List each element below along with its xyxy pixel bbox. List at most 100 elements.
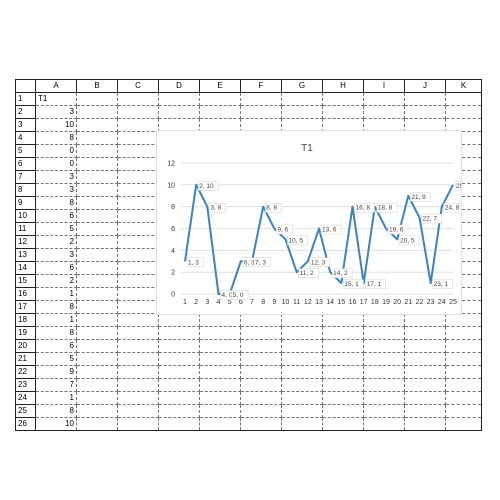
cell-a7[interactable]: 3 <box>36 171 77 184</box>
cell-k21[interactable] <box>446 353 482 366</box>
cell-b9[interactable] <box>77 197 118 210</box>
row-header-13[interactable]: 13 <box>16 249 36 262</box>
cell-k19[interactable] <box>446 327 482 340</box>
cell-d19[interactable] <box>159 327 200 340</box>
cell-c18[interactable] <box>118 314 159 327</box>
cell-k26[interactable] <box>446 418 482 431</box>
cell-a9[interactable]: 8 <box>36 197 77 210</box>
row-header-17[interactable]: 17 <box>16 301 36 314</box>
cell-g25[interactable] <box>282 405 323 418</box>
cell-b19[interactable] <box>77 327 118 340</box>
cell-b10[interactable] <box>77 210 118 223</box>
cell-a25[interactable]: 8 <box>36 405 77 418</box>
cell-a26[interactable]: 10 <box>36 418 77 431</box>
cell-j20[interactable] <box>405 340 446 353</box>
cell-b21[interactable] <box>77 353 118 366</box>
cell-f23[interactable] <box>241 379 282 392</box>
cell-h2[interactable] <box>323 106 364 119</box>
cell-g22[interactable] <box>282 366 323 379</box>
cell-e24[interactable] <box>200 392 241 405</box>
cell-b12[interactable] <box>77 236 118 249</box>
row-header-14[interactable]: 14 <box>16 262 36 275</box>
cell-k23[interactable] <box>446 379 482 392</box>
cell-d18[interactable] <box>159 314 200 327</box>
cell-a18[interactable]: 1 <box>36 314 77 327</box>
cell-c7[interactable] <box>118 171 159 184</box>
cell-b14[interactable] <box>77 262 118 275</box>
cell-c2[interactable] <box>118 106 159 119</box>
cell-j22[interactable] <box>405 366 446 379</box>
column-header-c[interactable]: C <box>118 80 159 93</box>
cell-i26[interactable] <box>364 418 405 431</box>
cell-i22[interactable] <box>364 366 405 379</box>
cell-b1[interactable] <box>77 93 118 106</box>
cell-f22[interactable] <box>241 366 282 379</box>
cell-j18[interactable] <box>405 314 446 327</box>
row-header-12[interactable]: 12 <box>16 236 36 249</box>
cell-f25[interactable] <box>241 405 282 418</box>
cell-b6[interactable] <box>77 158 118 171</box>
cell-a13[interactable]: 3 <box>36 249 77 262</box>
cell-a19[interactable]: 8 <box>36 327 77 340</box>
cell-b16[interactable] <box>77 288 118 301</box>
cell-d22[interactable] <box>159 366 200 379</box>
row-header-24[interactable]: 24 <box>16 392 36 405</box>
cell-d21[interactable] <box>159 353 200 366</box>
cell-a6[interactable]: 0 <box>36 158 77 171</box>
cell-j24[interactable] <box>405 392 446 405</box>
cell-c19[interactable] <box>118 327 159 340</box>
cell-b7[interactable] <box>77 171 118 184</box>
cell-f19[interactable] <box>241 327 282 340</box>
cell-j25[interactable] <box>405 405 446 418</box>
cell-a2[interactable]: 3 <box>36 106 77 119</box>
row-header-4[interactable]: 4 <box>16 132 36 145</box>
cell-g23[interactable] <box>282 379 323 392</box>
cell-c24[interactable] <box>118 392 159 405</box>
cell-a23[interactable]: 7 <box>36 379 77 392</box>
cell-i23[interactable] <box>364 379 405 392</box>
cell-b2[interactable] <box>77 106 118 119</box>
select-all-corner[interactable] <box>16 80 36 93</box>
row-header-26[interactable]: 26 <box>16 418 36 431</box>
cell-g19[interactable] <box>282 327 323 340</box>
cell-e19[interactable] <box>200 327 241 340</box>
column-header-h[interactable]: H <box>323 80 364 93</box>
cell-f21[interactable] <box>241 353 282 366</box>
column-header-i[interactable]: I <box>364 80 405 93</box>
cell-k25[interactable] <box>446 405 482 418</box>
cell-k22[interactable] <box>446 366 482 379</box>
row-header-20[interactable]: 20 <box>16 340 36 353</box>
cell-k24[interactable] <box>446 392 482 405</box>
cell-i25[interactable] <box>364 405 405 418</box>
cell-j2[interactable] <box>405 106 446 119</box>
cell-e21[interactable] <box>200 353 241 366</box>
cell-c8[interactable] <box>118 184 159 197</box>
cell-c17[interactable] <box>118 301 159 314</box>
cell-d26[interactable] <box>159 418 200 431</box>
cell-b4[interactable] <box>77 132 118 145</box>
cell-f18[interactable] <box>241 314 282 327</box>
cell-b22[interactable] <box>77 366 118 379</box>
cell-e22[interactable] <box>200 366 241 379</box>
cell-e20[interactable] <box>200 340 241 353</box>
cell-g2[interactable] <box>282 106 323 119</box>
cell-h21[interactable] <box>323 353 364 366</box>
cell-k20[interactable] <box>446 340 482 353</box>
cell-c10[interactable] <box>118 210 159 223</box>
cell-b20[interactable] <box>77 340 118 353</box>
cell-h23[interactable] <box>323 379 364 392</box>
cell-k18[interactable] <box>446 314 482 327</box>
cell-b5[interactable] <box>77 145 118 158</box>
cell-b13[interactable] <box>77 249 118 262</box>
cell-d23[interactable] <box>159 379 200 392</box>
cell-b18[interactable] <box>77 314 118 327</box>
cell-b15[interactable] <box>77 275 118 288</box>
cell-d20[interactable] <box>159 340 200 353</box>
cell-j1[interactable] <box>405 93 446 106</box>
cell-j19[interactable] <box>405 327 446 340</box>
cell-h1[interactable] <box>323 93 364 106</box>
cell-a12[interactable]: 2 <box>36 236 77 249</box>
cell-a14[interactable]: 6 <box>36 262 77 275</box>
column-header-g[interactable]: G <box>282 80 323 93</box>
row-header-3[interactable]: 3 <box>16 119 36 132</box>
